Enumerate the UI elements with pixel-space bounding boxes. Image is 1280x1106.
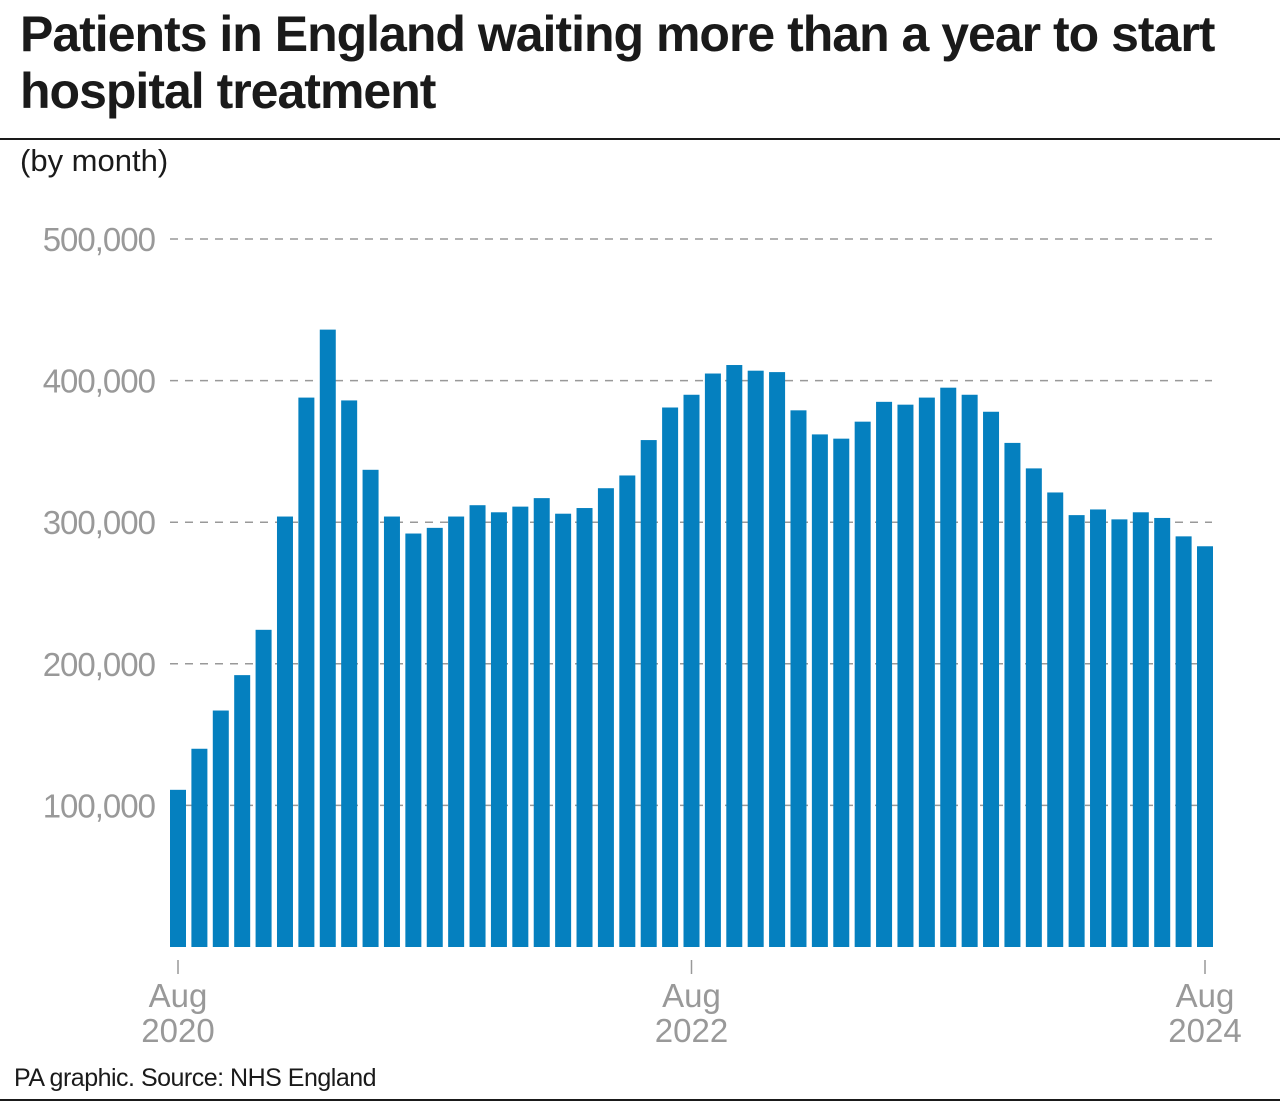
bar-nov-2020 [234, 675, 251, 947]
bar-sep-2023 [961, 394, 978, 947]
bar-dec-2020 [255, 629, 272, 947]
y-tick-label: 200,000 [43, 646, 156, 683]
bar-jul-2022 [662, 407, 679, 947]
bar-jul-2023 [918, 397, 935, 947]
bar-apr-2021 [341, 400, 358, 947]
y-tick-label: 400,000 [43, 363, 156, 400]
bar-sep-2022 [704, 373, 721, 947]
bar-sep-2021 [448, 516, 465, 947]
bar-oct-2022 [726, 365, 743, 947]
x-tick-label-year: 2022 [655, 1012, 728, 1049]
chart-title: Patients in England waiting more than a … [20, 6, 1215, 119]
bar-may-2024 [1132, 512, 1149, 947]
x-tick-label-year: 2024 [1168, 1012, 1241, 1049]
bar-apr-2022 [597, 488, 614, 947]
bar-nov-2021 [490, 512, 507, 947]
bar-oct-2020 [212, 710, 229, 947]
bar-feb-2023 [811, 434, 828, 948]
y-tick-label: 500,000 [43, 221, 156, 258]
y-tick-label: 300,000 [43, 504, 156, 541]
bar-nov-2022 [747, 370, 764, 947]
y-tick-label: 100,000 [43, 787, 156, 824]
bar-jul-2021 [405, 533, 422, 947]
bar-oct-2023 [983, 411, 1000, 947]
bar-mar-2022 [576, 508, 593, 947]
bar-aug-2024 [1197, 546, 1213, 947]
bar-jun-2021 [383, 516, 400, 947]
bar-may-2023 [876, 401, 893, 948]
bar-jun-2023 [897, 404, 914, 947]
bar-dec-2022 [769, 372, 786, 947]
bar-apr-2024 [1111, 519, 1128, 947]
bar-feb-2024 [1068, 515, 1085, 947]
x-tick-label-year: 2020 [141, 1012, 214, 1049]
bar-jul-2024 [1175, 536, 1192, 947]
bar-sep-2020 [191, 748, 208, 947]
bar-dec-2021 [512, 506, 529, 947]
x-tick-label-month: Aug [149, 977, 208, 1014]
bar-mar-2024 [1090, 509, 1107, 947]
source-note: PA graphic. Source: NHS England [14, 1064, 377, 1092]
bar-may-2022 [619, 475, 636, 947]
footer-rule [0, 1099, 1280, 1101]
bar-jan-2024 [1047, 492, 1064, 947]
bar-jun-2024 [1154, 517, 1171, 947]
bar-may-2021 [362, 469, 379, 947]
bar-feb-2021 [298, 397, 315, 947]
bar-jan-2021 [276, 516, 293, 947]
bar-dec-2023 [1025, 468, 1042, 947]
bar-aug-2021 [426, 527, 443, 947]
chart-subtitle: (by month) [20, 143, 169, 178]
bar-aug-2023 [940, 387, 957, 947]
bar-oct-2021 [469, 505, 486, 947]
bar-apr-2023 [854, 421, 871, 947]
bar-jun-2022 [640, 440, 657, 947]
x-tick-label-month: Aug [662, 977, 721, 1014]
bar-aug-2022 [683, 394, 700, 947]
bar-jan-2022 [533, 498, 550, 947]
bar-mar-2021 [319, 329, 336, 947]
bar-aug-2020 [170, 789, 186, 947]
title-rule [0, 138, 1280, 140]
bar-mar-2023 [833, 438, 850, 947]
x-tick-label-month: Aug [1176, 977, 1235, 1014]
bar-jan-2023 [790, 410, 807, 947]
bar-nov-2023 [1004, 442, 1021, 947]
bar-feb-2022 [555, 513, 572, 947]
